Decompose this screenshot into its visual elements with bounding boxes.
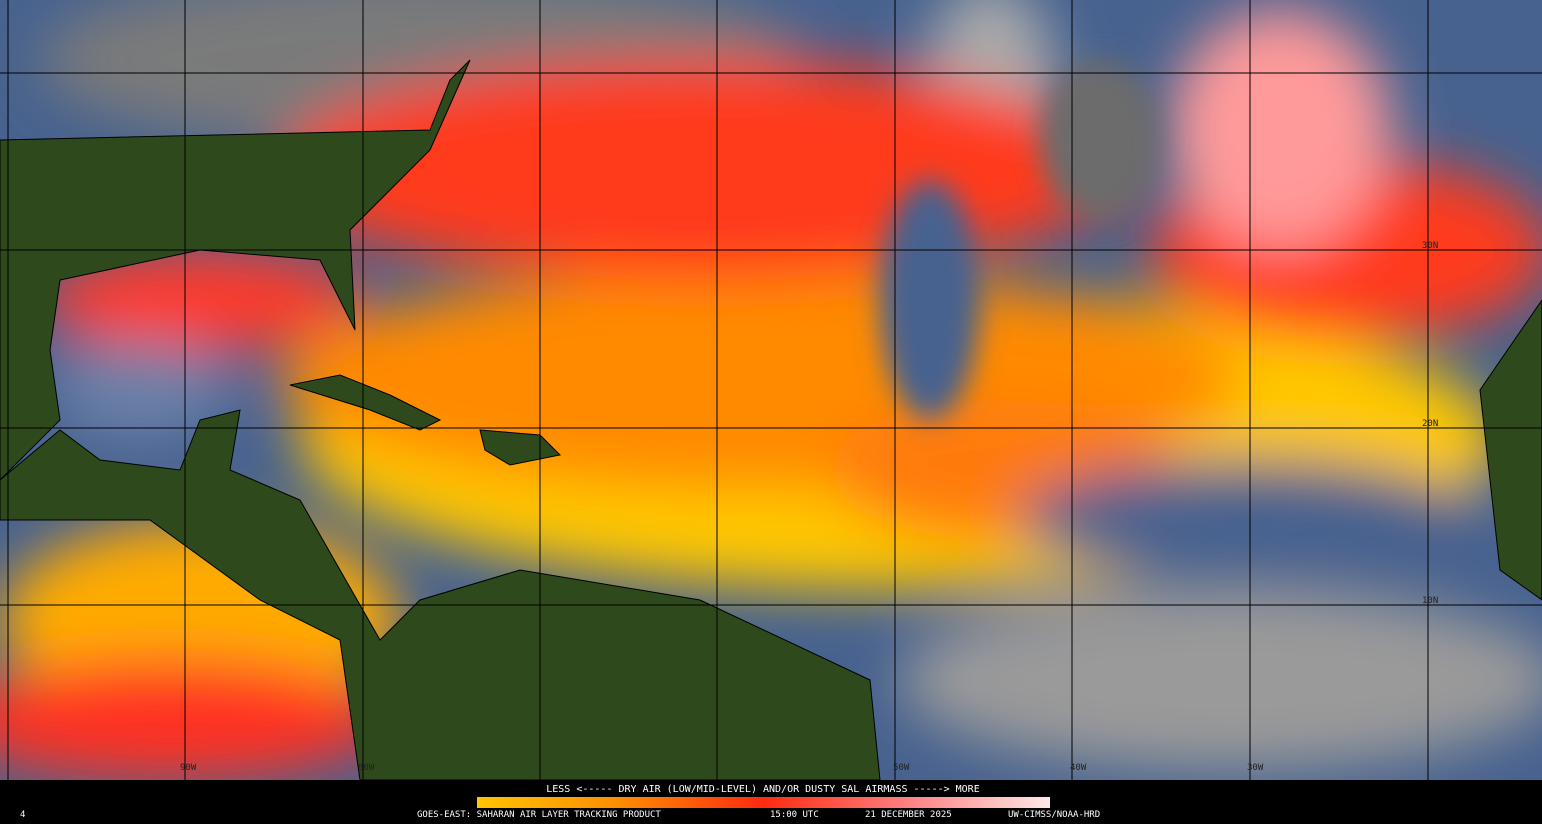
latitude-label: 20N — [1422, 419, 1438, 429]
credit: UW-CIMSS/NOAA-HRD — [1008, 810, 1100, 820]
frame-number: 4 — [20, 810, 25, 820]
longitude-label: 90W — [180, 763, 197, 773]
date: 21 DECEMBER 2025 — [865, 810, 952, 820]
longitude-label: 80W — [358, 763, 375, 773]
color-scale — [477, 797, 1050, 808]
time: 15:00 UTC — [770, 810, 819, 820]
longitude-label: 50W — [893, 763, 910, 773]
longitude-label: 30W — [1247, 763, 1264, 773]
land — [0, 59, 1542, 781]
latitude-label: 30N — [1422, 241, 1438, 251]
latitude-label: 10N — [1422, 596, 1438, 606]
scale-caption: LESS <----- DRY AIR (LOW/MID-LEVEL) AND/… — [546, 784, 979, 795]
imagery — [0, 0, 1542, 781]
longitude-label: 40W — [1070, 763, 1087, 773]
product-name: GOES-EAST: SAHARAN AIR LAYER TRACKING PR… — [417, 810, 661, 820]
graticule: 30N 20N 10N 90W 80W 50W 40W 30W — [0, 0, 1542, 780]
